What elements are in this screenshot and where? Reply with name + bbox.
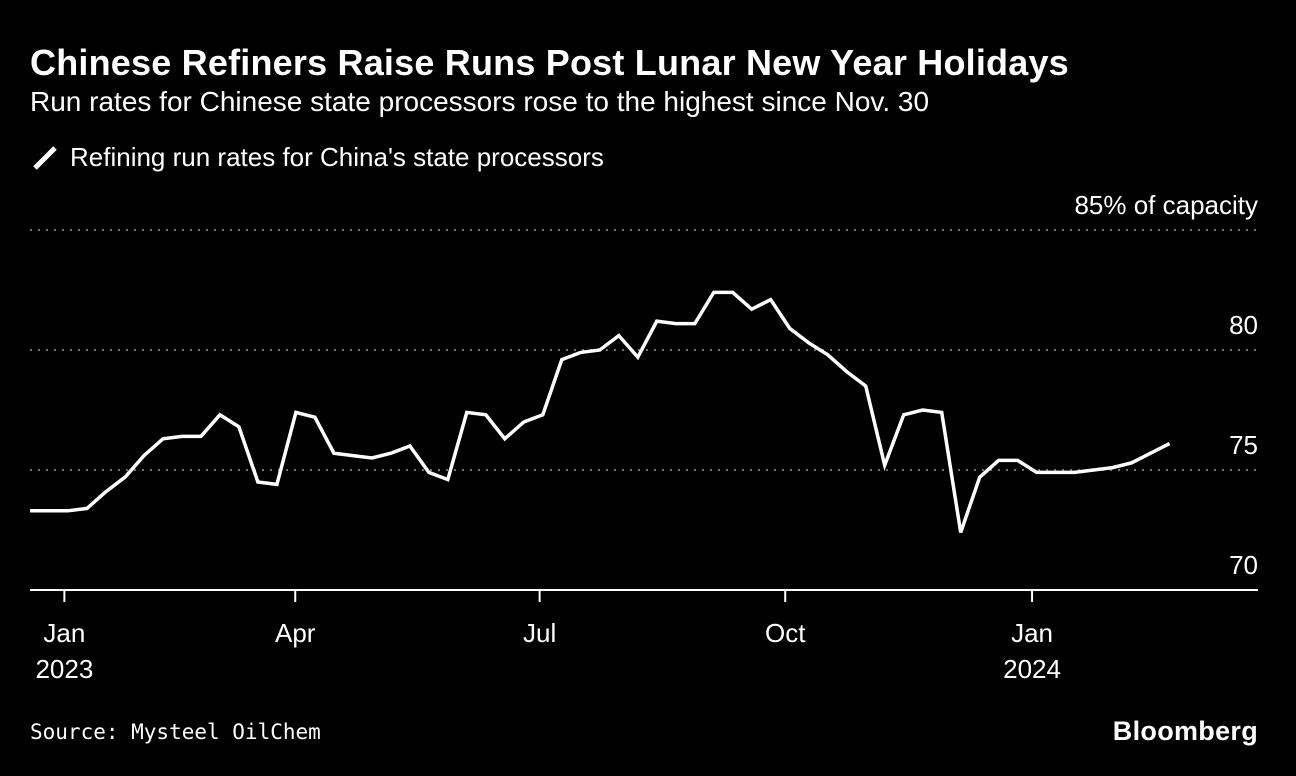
chart-title: Chinese Refiners Raise Runs Post Lunar N… [30, 42, 1069, 83]
y-tick-label-80: 80 [1229, 310, 1258, 340]
x-tick-label-Oct: Oct [765, 618, 806, 648]
x-tick-sublabel-2023: 2023 [35, 654, 93, 684]
legend: Refining run rates for China's state pro… [30, 142, 604, 173]
chart-subtitle: Run rates for Chinese state processors r… [30, 86, 930, 117]
bloomberg-logo: Bloomberg [1112, 716, 1258, 746]
legend-label: Refining run rates for China's state pro… [70, 142, 604, 172]
legend-line-swatch-icon [33, 145, 57, 170]
x-tick-label-Jul: Jul [523, 618, 556, 648]
x-tick-label-Jan: Jan [43, 618, 85, 648]
x-tick-label-Apr: Apr [275, 618, 316, 648]
y-tick-label-85: 85% of capacity [1074, 190, 1258, 220]
y-tick-label-75: 75 [1229, 430, 1258, 460]
x-tick-sublabel-2024: 2024 [1003, 654, 1061, 684]
series-line [30, 290, 1171, 533]
x-tick-label-Jan: Jan [1011, 618, 1053, 648]
y-tick-label-70: 70 [1229, 550, 1258, 580]
source-credit: Source: Mysteel OilChem [30, 720, 321, 744]
